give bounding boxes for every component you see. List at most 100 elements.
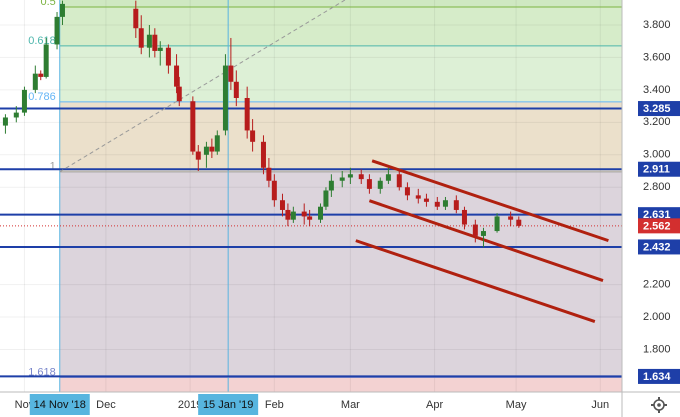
y-tick-label: 3.000 <box>643 149 671 161</box>
y-tick-label: 3.800 <box>643 19 671 31</box>
candle-body <box>195 151 201 160</box>
candle-body <box>396 174 402 188</box>
candle-body <box>508 216 514 220</box>
candle-body <box>301 211 307 217</box>
candle-body <box>290 211 296 220</box>
fib-band <box>59 377 622 392</box>
x-tick-label: Jun <box>591 399 609 411</box>
candle-body <box>366 179 372 189</box>
fib-band <box>59 171 622 378</box>
last-price-box <box>638 218 680 234</box>
candle-body <box>146 34 152 48</box>
candle-body <box>250 130 256 142</box>
price-level-box <box>638 101 680 117</box>
fib-band <box>59 0 622 7</box>
candle-body <box>233 81 239 98</box>
last-price-label: 2.562 <box>643 220 671 232</box>
fib-band <box>59 45 622 102</box>
price-level-label: 2.432 <box>643 241 671 253</box>
candle-body <box>13 112 19 118</box>
candle-body <box>516 219 522 226</box>
price-level-label: 2.631 <box>643 209 671 221</box>
y-tick-label: 2.000 <box>643 311 671 323</box>
price-level-label: 3.285 <box>643 103 671 115</box>
y-tick-label: 1.800 <box>643 343 671 355</box>
candle-body <box>244 98 250 131</box>
candle-body <box>347 174 353 178</box>
candle-body <box>377 180 383 189</box>
candle-body <box>157 47 163 51</box>
plot-area: 0.5 0.618 0.786 1 1.618 <box>0 0 622 392</box>
candle-body <box>152 34 158 51</box>
candle-body <box>453 200 459 210</box>
price-level-label: 2.911 <box>643 164 670 176</box>
x-tick-label: Apr <box>426 399 443 411</box>
candle-body <box>494 216 500 232</box>
candle-body <box>358 174 364 180</box>
price-level-box <box>638 239 680 255</box>
x-tick-label: Nov <box>15 399 35 411</box>
fib-band <box>59 6 622 46</box>
candle-body <box>442 200 448 207</box>
y-tick-label: 3.600 <box>643 51 671 63</box>
fib-label: 1 <box>50 161 56 173</box>
candle-body <box>165 47 171 66</box>
candle-body <box>203 146 209 155</box>
candle-body <box>190 101 196 152</box>
candle-body <box>209 146 215 152</box>
candle-body <box>2 117 8 126</box>
candle-body <box>461 209 467 225</box>
y-tick-label: 3.200 <box>643 116 671 128</box>
candle-body <box>423 198 429 202</box>
y-tick-label: 2.200 <box>643 278 671 290</box>
crosshair-label: 14 Nov '18 <box>34 399 86 411</box>
x-tick-label: May <box>506 399 527 411</box>
candle-body <box>323 190 329 207</box>
candle-body <box>307 216 313 220</box>
x-tick-label: Dec <box>96 399 116 411</box>
x-tick-label: Feb <box>265 399 284 411</box>
price-level-label: 1.634 <box>643 371 671 383</box>
price-level-box <box>638 368 680 384</box>
candle-body <box>279 200 285 210</box>
crosshair-label-box <box>29 394 90 415</box>
candle-body <box>318 206 324 220</box>
y-tick-label: 3.400 <box>643 84 671 96</box>
candle-body <box>174 65 180 87</box>
crosshair-label: 15 Jan '19 <box>203 399 253 411</box>
candle-body <box>133 8 139 29</box>
candle-body <box>271 180 277 201</box>
x-tick-label: 2019 <box>178 399 202 411</box>
candle-body <box>339 177 345 181</box>
fib-label: 0.786 <box>28 91 56 103</box>
candle-body <box>228 65 234 82</box>
price-level-box <box>638 161 680 177</box>
trendline <box>355 239 596 324</box>
candle-body <box>54 16 60 45</box>
trendline <box>368 199 604 282</box>
candle-body <box>285 209 291 220</box>
candle-body <box>385 174 391 181</box>
y-tick-label: 2.800 <box>643 181 671 193</box>
candle-body <box>472 224 478 236</box>
fib-label: 1.618 <box>28 366 56 378</box>
candle-body <box>434 201 440 207</box>
candle-body <box>404 187 410 196</box>
candle-body <box>214 135 220 152</box>
candle-body <box>260 141 266 168</box>
candle-body <box>138 28 144 48</box>
candle-body <box>59 3 65 17</box>
fib-label: 0.5 <box>40 0 55 8</box>
fib-label: 0.618 <box>28 35 56 47</box>
settings-icon[interactable] <box>651 397 667 413</box>
x-tick-label: Mar <box>341 399 360 411</box>
candle-body <box>43 44 49 77</box>
candle-body <box>21 89 27 113</box>
crosshair-label-box <box>198 394 259 415</box>
candle-body <box>176 86 182 102</box>
candle-body <box>222 65 228 131</box>
candle-body <box>38 73 44 77</box>
trendline <box>371 159 609 243</box>
